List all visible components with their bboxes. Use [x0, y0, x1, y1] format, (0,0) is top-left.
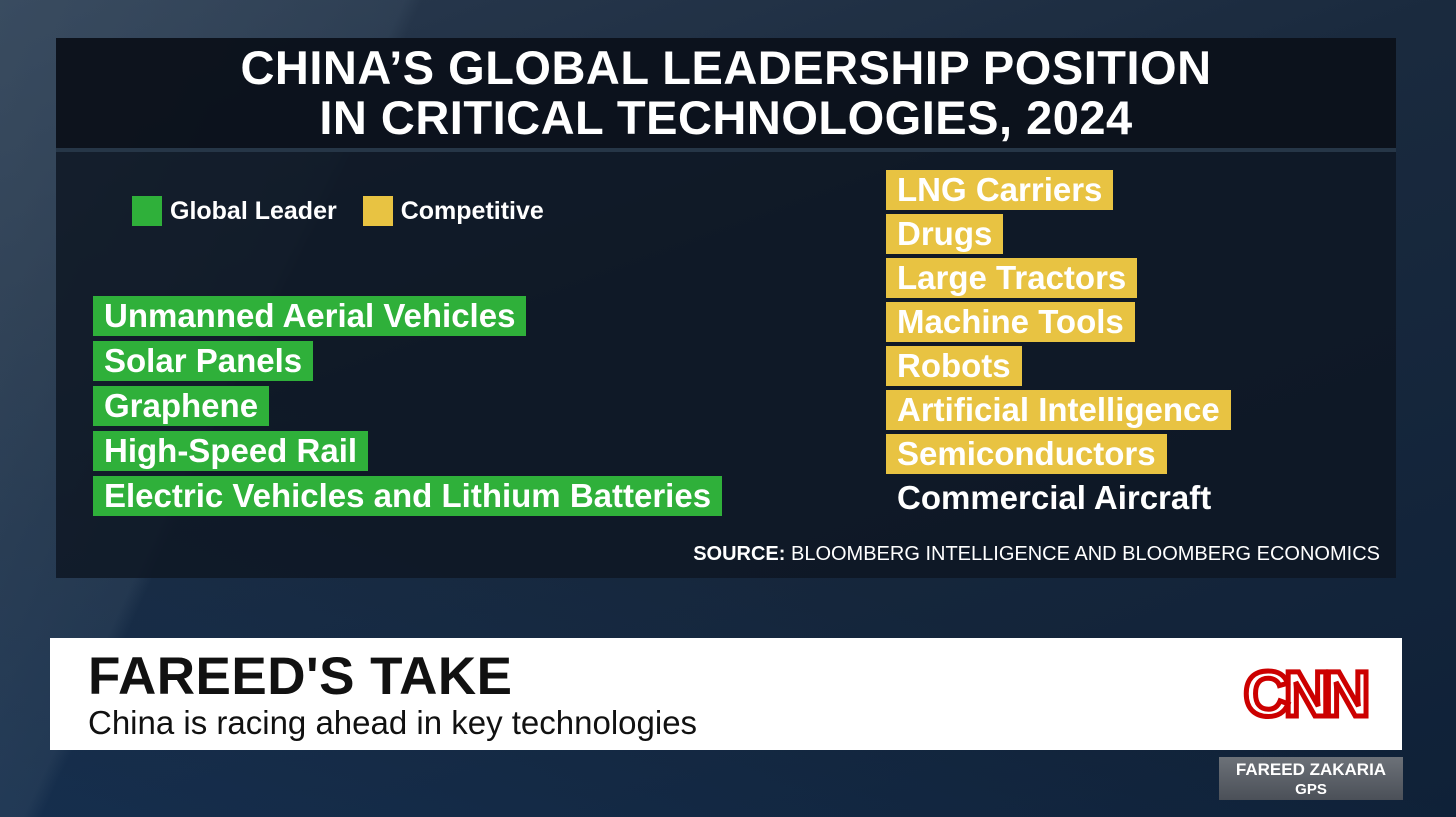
legend-label: Global Leader — [170, 196, 337, 225]
legend: Global Leader Competitive — [132, 196, 570, 226]
yellow-swatch — [362, 196, 393, 226]
subheadline: China is racing ahead in key technologie… — [88, 704, 698, 741]
cnn-logo-text: CNN — [1244, 658, 1366, 730]
source-text: BLOOMBERG INTELLIGENCE AND BLOOMBERG ECO… — [790, 543, 1380, 565]
competitive-bar: Robots — [886, 346, 1022, 386]
title-line-2: IN CRITICAL TECHNOLOGIES, 2024 — [319, 91, 1133, 144]
lower-third-banner: FAREED'S TAKE China is racing ahead in k… — [50, 638, 1402, 750]
global-leader-bar: Electric Vehicles and Lithium Batteries — [93, 476, 723, 516]
title-line-1: CHINA’S GLOBAL LEADERSHIP POSITION — [240, 41, 1212, 94]
global-leader-bar: Graphene — [93, 386, 270, 426]
infographic-title: CHINA’S GLOBAL LEADERSHIP POSITION IN CR… — [56, 38, 1396, 152]
legend-label: Competitive — [400, 196, 544, 225]
host-name: FAREED ZAKARIA — [1235, 760, 1387, 779]
source-line: SOURCE: BLOOMBERG INTELLIGENCE AND BLOOM… — [693, 543, 1380, 566]
global-leader-bar: Solar Panels — [93, 341, 314, 381]
cnn-logo-icon: CNN — [1241, 656, 1374, 733]
competitive-bar: Large Tractors — [886, 258, 1138, 298]
competitive-bar: LNG Carriers — [886, 170, 1114, 210]
competitive-bar: Machine Tools — [886, 302, 1135, 342]
competitive-bar: Artificial Intelligence — [886, 390, 1231, 430]
global-leader-bar: High-Speed Rail — [93, 431, 369, 471]
infographic-panel: CHINA’S GLOBAL LEADERSHIP POSITION IN CR… — [56, 38, 1396, 578]
green-swatch — [132, 196, 162, 226]
other-item: Commercial Aircraft — [897, 479, 1212, 516]
global-leader-bar: Unmanned Aerial Vehicles — [93, 296, 527, 336]
headline: FAREED'S TAKE — [88, 647, 513, 706]
show-name: GPS — [1295, 781, 1327, 798]
legend-item-global-leader: Global Leader — [132, 196, 337, 226]
show-bug: FAREED ZAKARIA GPS — [1219, 757, 1403, 800]
competitive-bar: Drugs — [886, 214, 1004, 254]
competitive-bar: Semiconductors — [886, 434, 1167, 474]
legend-item-competitive: Competitive — [362, 196, 544, 226]
source-label: SOURCE: — [693, 543, 786, 565]
